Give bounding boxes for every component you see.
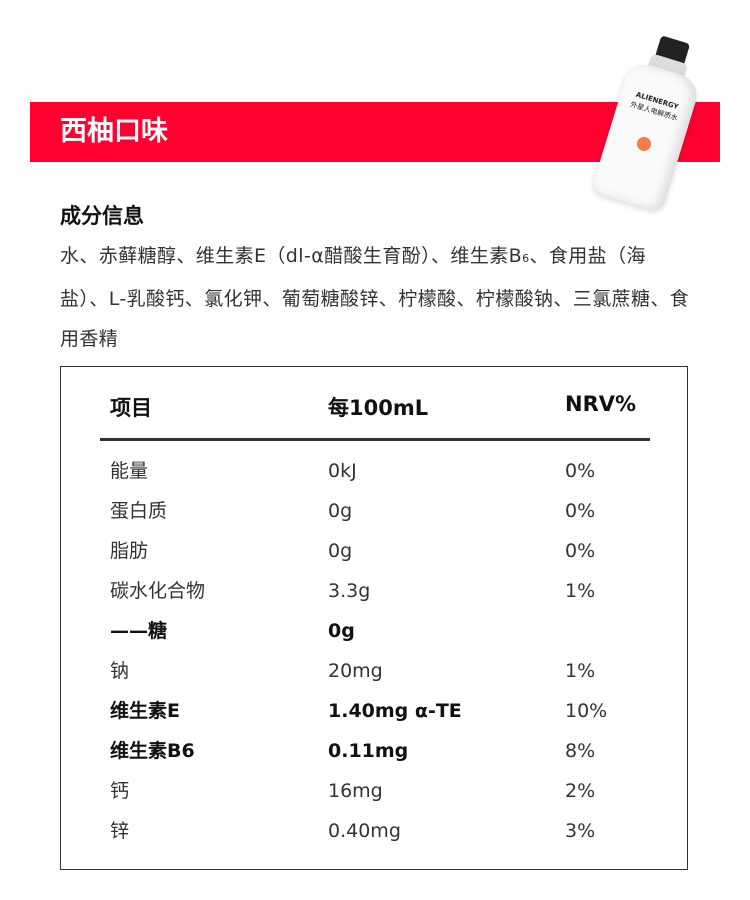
cell-nrv: 8% bbox=[565, 740, 596, 762]
cell-value: 16mg bbox=[328, 780, 383, 802]
cell-value: 0.40mg bbox=[328, 820, 401, 842]
cell-value: 0g bbox=[328, 620, 355, 642]
table-row: 脂肪 0g 0% bbox=[0, 531, 750, 571]
cell-item: ——糖 bbox=[110, 620, 168, 642]
cell-value: 0g bbox=[328, 500, 353, 522]
table-row: 蛋白质 0g 0% bbox=[0, 491, 750, 531]
cell-nrv: 2% bbox=[565, 780, 596, 802]
cell-item: 脂肪 bbox=[110, 540, 149, 562]
cell-item: 碳水化合物 bbox=[110, 580, 206, 602]
cell-nrv: 0% bbox=[565, 460, 596, 482]
ingredients-title: 成分信息 bbox=[60, 204, 144, 228]
page-title: 西柚口味 bbox=[60, 116, 168, 147]
cell-item: 能量 bbox=[110, 460, 149, 482]
bottle-body: ALIENERGY 外星人电解质水 bbox=[590, 59, 702, 214]
table-row: 钠 20mg 1% bbox=[0, 651, 750, 691]
cell-nrv: 3% bbox=[565, 820, 596, 842]
cell-value: 0.11mg bbox=[328, 740, 409, 762]
cell-nrv: 10% bbox=[565, 700, 608, 722]
cell-value: 3.3g bbox=[328, 580, 371, 602]
cell-nrv: 1% bbox=[565, 580, 596, 602]
header-per-100ml: 每100mL bbox=[328, 396, 429, 420]
cell-item: 钙 bbox=[110, 780, 130, 802]
cell-value: 0kJ bbox=[328, 460, 357, 482]
cell-nrv: 0% bbox=[565, 540, 596, 562]
ingredients-text: 水、赤藓糖醇、维生素E（dl-α醋酸生育酚）、维生素B6、食用盐（海盐）、L-乳… bbox=[60, 245, 690, 350]
table-row: 维生素E 1.40mg α-TE 10% bbox=[0, 691, 750, 731]
cell-value: 0g bbox=[328, 540, 353, 562]
cell-item: 蛋白质 bbox=[110, 500, 168, 522]
cell-item: 维生素B6 bbox=[110, 740, 195, 762]
table-row: ——糖 0g bbox=[0, 611, 750, 651]
grapefruit-icon bbox=[635, 135, 653, 153]
cell-item: 维生素E bbox=[110, 700, 180, 722]
cell-item: 锌 bbox=[110, 820, 130, 842]
table-row: 能量 0kJ 0% bbox=[0, 451, 750, 491]
header-nrv: NRV% bbox=[565, 392, 637, 416]
cell-nrv: 1% bbox=[565, 660, 596, 682]
table-row: 维生素B6 0.11mg 8% bbox=[0, 731, 750, 771]
cell-nrv: 0% bbox=[565, 500, 596, 522]
table-row: 钙 16mg 2% bbox=[0, 771, 750, 811]
table-row: 锌 0.40mg 3% bbox=[0, 811, 750, 851]
nutrition-table bbox=[60, 366, 688, 870]
cell-item: 钠 bbox=[110, 660, 130, 682]
cell-value: 1.40mg α-TE bbox=[328, 700, 462, 722]
cell-value: 20mg bbox=[328, 660, 383, 682]
header-divider bbox=[100, 438, 650, 441]
table-row: 碳水化合物 3.3g 1% bbox=[0, 571, 750, 611]
header-item: 项目 bbox=[110, 396, 152, 420]
